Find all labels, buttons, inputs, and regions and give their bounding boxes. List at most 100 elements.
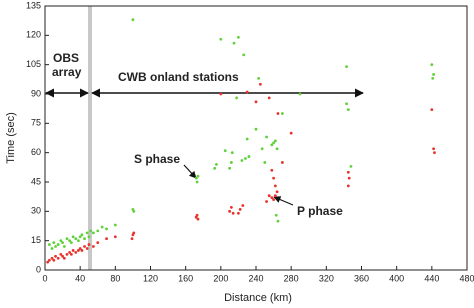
point <box>113 223 117 227</box>
point <box>78 235 82 239</box>
point <box>235 96 239 100</box>
point <box>91 231 95 235</box>
point <box>47 243 51 246</box>
point <box>46 260 50 264</box>
y-tick-label: 105 <box>26 59 41 69</box>
point <box>231 211 235 215</box>
point <box>74 237 78 241</box>
point <box>272 198 275 202</box>
x-tick-label: 0 <box>42 273 47 283</box>
plot-frame <box>44 5 468 271</box>
point <box>244 157 247 160</box>
point <box>69 241 73 245</box>
y-tick-label: 60 <box>31 147 41 157</box>
point <box>245 137 249 141</box>
point <box>228 166 232 170</box>
x-tick-label: 480 <box>459 273 474 283</box>
point <box>265 200 268 203</box>
point <box>265 135 268 139</box>
point <box>431 76 435 80</box>
point <box>100 225 104 229</box>
point <box>80 233 84 237</box>
y-tick-label: 75 <box>31 118 41 128</box>
point <box>74 251 78 254</box>
point <box>237 211 240 215</box>
point <box>245 90 249 94</box>
point <box>52 241 56 245</box>
point <box>346 170 350 174</box>
point <box>272 176 275 180</box>
point <box>83 237 86 241</box>
y-tick-label: 90 <box>31 88 41 98</box>
point <box>276 112 280 115</box>
point <box>83 245 86 248</box>
x-tick-label: 280 <box>284 273 299 283</box>
point <box>219 92 223 96</box>
x-tick-label: 440 <box>424 273 439 283</box>
x-tick-label: 40 <box>75 273 85 283</box>
point <box>59 239 63 243</box>
point <box>61 254 64 258</box>
point <box>270 168 274 172</box>
point <box>56 256 60 260</box>
y-tick-label: 120 <box>26 30 41 40</box>
y-tick-label: 15 <box>31 235 41 245</box>
point <box>241 204 245 207</box>
point <box>113 235 117 239</box>
point <box>91 245 95 248</box>
point <box>432 147 435 151</box>
obs-boundary <box>88 6 92 270</box>
point <box>50 256 54 260</box>
point <box>274 213 278 217</box>
point <box>195 213 199 217</box>
p-arrow <box>273 196 294 206</box>
point <box>430 108 434 112</box>
x-tick-label: 360 <box>354 273 369 283</box>
x-tick-label: 120 <box>143 273 158 283</box>
point <box>258 82 262 86</box>
point <box>65 237 69 241</box>
point <box>71 235 75 239</box>
point <box>78 247 82 250</box>
point <box>130 237 134 241</box>
point <box>273 184 277 188</box>
point <box>229 161 233 164</box>
point <box>276 219 280 223</box>
annotation: S phase <box>134 152 180 166</box>
point <box>54 245 57 248</box>
point <box>289 131 293 135</box>
y-tick-label: 45 <box>31 176 41 186</box>
s-arrow <box>183 164 197 179</box>
point <box>275 190 279 194</box>
point <box>87 235 91 239</box>
x-tick-label: 160 <box>178 273 193 283</box>
point <box>59 252 63 256</box>
point <box>215 163 218 166</box>
annotation: OBS array <box>52 51 82 79</box>
point <box>52 258 56 262</box>
point <box>346 184 350 188</box>
point <box>71 249 75 252</box>
annotation: P phase <box>297 204 343 218</box>
point <box>77 239 80 243</box>
point <box>80 249 84 252</box>
point <box>275 147 279 151</box>
y-tick-label: 30 <box>31 206 41 216</box>
point <box>229 206 233 209</box>
y-axis-label: Time (sec) <box>5 112 17 164</box>
point <box>62 245 66 248</box>
point <box>240 159 244 162</box>
point <box>345 65 348 69</box>
point <box>62 256 66 260</box>
point <box>105 237 108 241</box>
point <box>87 243 91 246</box>
point <box>232 41 236 45</box>
point <box>223 149 227 153</box>
point <box>68 239 72 243</box>
point <box>85 231 89 235</box>
point <box>77 249 80 252</box>
point <box>430 63 434 67</box>
point <box>280 112 284 115</box>
point <box>131 18 135 22</box>
